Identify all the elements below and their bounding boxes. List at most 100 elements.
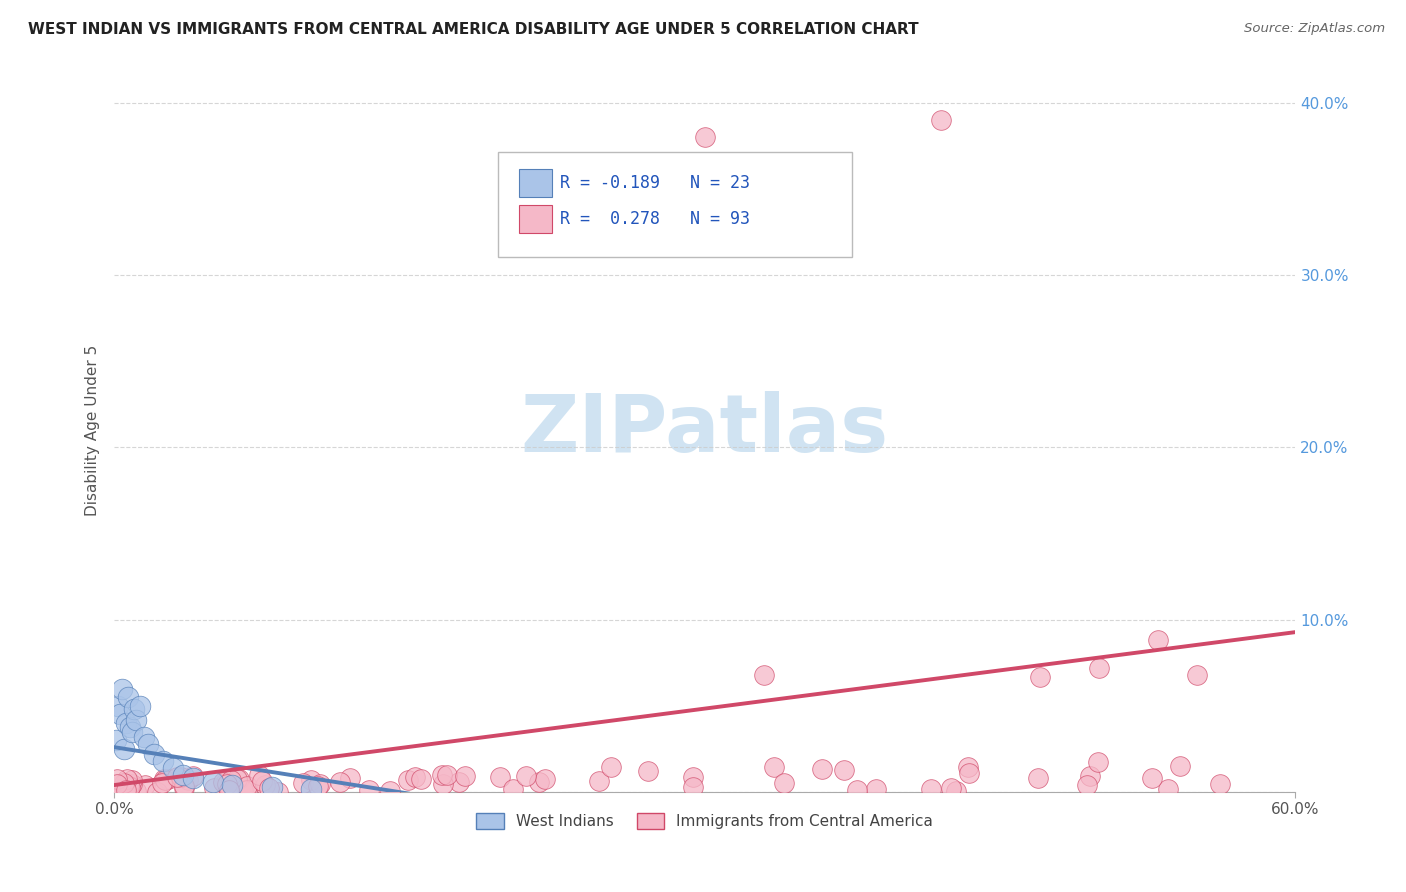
Point bbox=[380, 783, 402, 797]
Point bbox=[105, 772, 128, 786]
Point bbox=[121, 724, 143, 739]
Text: R = -0.189   N = 23: R = -0.189 N = 23 bbox=[560, 174, 749, 192]
Point bbox=[221, 778, 243, 792]
Text: R =  0.278   N = 93: R = 0.278 N = 93 bbox=[560, 210, 749, 228]
Text: WEST INDIAN VS IMMIGRANTS FROM CENTRAL AMERICA DISABILITY AGE UNDER 5 CORRELATIO: WEST INDIAN VS IMMIGRANTS FROM CENTRAL A… bbox=[28, 22, 918, 37]
Point bbox=[172, 768, 194, 782]
Point bbox=[112, 776, 135, 790]
Point bbox=[118, 719, 141, 733]
Point bbox=[236, 779, 259, 793]
Point bbox=[832, 763, 855, 777]
Point bbox=[527, 775, 550, 789]
Point bbox=[811, 762, 834, 776]
Point bbox=[865, 781, 887, 796]
Point bbox=[309, 777, 332, 791]
Point bbox=[409, 772, 432, 786]
Point bbox=[105, 777, 128, 791]
Point bbox=[115, 783, 138, 797]
Point bbox=[120, 779, 142, 793]
Point bbox=[115, 716, 138, 731]
Point bbox=[404, 770, 426, 784]
Point bbox=[112, 742, 135, 756]
Point bbox=[489, 770, 512, 784]
Point bbox=[215, 777, 238, 791]
Point bbox=[157, 772, 180, 786]
Point bbox=[307, 779, 329, 793]
Point bbox=[162, 761, 184, 775]
Point bbox=[150, 776, 173, 790]
Point bbox=[600, 760, 623, 774]
Point bbox=[292, 776, 315, 790]
Point bbox=[299, 781, 322, 796]
Point bbox=[773, 776, 796, 790]
Point bbox=[121, 777, 143, 791]
Point bbox=[1026, 772, 1049, 786]
Point bbox=[941, 780, 963, 795]
Point bbox=[436, 767, 458, 781]
Point bbox=[115, 772, 138, 786]
Legend: West Indians, Immigrants from Central America: West Indians, Immigrants from Central Am… bbox=[470, 806, 939, 835]
Point bbox=[105, 785, 128, 799]
Point bbox=[1208, 777, 1230, 791]
Point bbox=[218, 782, 240, 797]
Point bbox=[117, 690, 139, 705]
FancyBboxPatch shape bbox=[498, 152, 852, 257]
Point bbox=[588, 773, 610, 788]
Point bbox=[107, 698, 129, 713]
Point bbox=[515, 769, 537, 783]
Point bbox=[253, 778, 276, 792]
Point bbox=[447, 775, 470, 789]
Point bbox=[339, 771, 361, 785]
Point bbox=[173, 779, 195, 793]
Point bbox=[257, 780, 280, 795]
Point bbox=[1157, 781, 1180, 796]
Point bbox=[118, 780, 141, 794]
Bar bbox=[519, 205, 553, 233]
Point bbox=[145, 785, 167, 799]
Point bbox=[682, 780, 704, 794]
Point bbox=[218, 783, 240, 797]
Point bbox=[111, 681, 134, 696]
Point bbox=[105, 733, 128, 747]
Point bbox=[219, 773, 242, 788]
Point bbox=[267, 785, 290, 799]
Point bbox=[114, 782, 136, 797]
Point bbox=[1185, 668, 1208, 682]
Point bbox=[110, 782, 132, 797]
Point bbox=[214, 775, 236, 789]
Point bbox=[920, 782, 942, 797]
Point bbox=[124, 784, 146, 798]
Point bbox=[1078, 769, 1101, 783]
Point bbox=[181, 771, 204, 785]
Point bbox=[502, 781, 524, 796]
Point bbox=[357, 782, 380, 797]
Text: ZIPatlas: ZIPatlas bbox=[520, 392, 889, 469]
Point bbox=[121, 772, 143, 787]
Point bbox=[1087, 755, 1109, 769]
Point bbox=[846, 783, 869, 797]
Point bbox=[250, 774, 273, 789]
Point bbox=[637, 764, 659, 779]
Y-axis label: Disability Age Under 5: Disability Age Under 5 bbox=[86, 344, 100, 516]
Point bbox=[170, 770, 193, 784]
Point bbox=[329, 774, 352, 789]
Point bbox=[228, 772, 250, 786]
Point bbox=[762, 760, 785, 774]
Point bbox=[155, 772, 177, 787]
Bar bbox=[519, 169, 553, 196]
Point bbox=[226, 772, 249, 786]
Point bbox=[682, 770, 704, 784]
Point bbox=[128, 698, 150, 713]
Point bbox=[1087, 661, 1109, 675]
Point bbox=[534, 772, 557, 786]
Point bbox=[212, 774, 235, 789]
Point bbox=[945, 784, 967, 798]
Point bbox=[299, 773, 322, 788]
Point bbox=[153, 772, 176, 787]
Point bbox=[181, 769, 204, 783]
Point bbox=[693, 130, 716, 145]
Point bbox=[201, 774, 224, 789]
Point bbox=[173, 781, 195, 796]
Point bbox=[957, 765, 980, 780]
Point bbox=[108, 707, 131, 722]
